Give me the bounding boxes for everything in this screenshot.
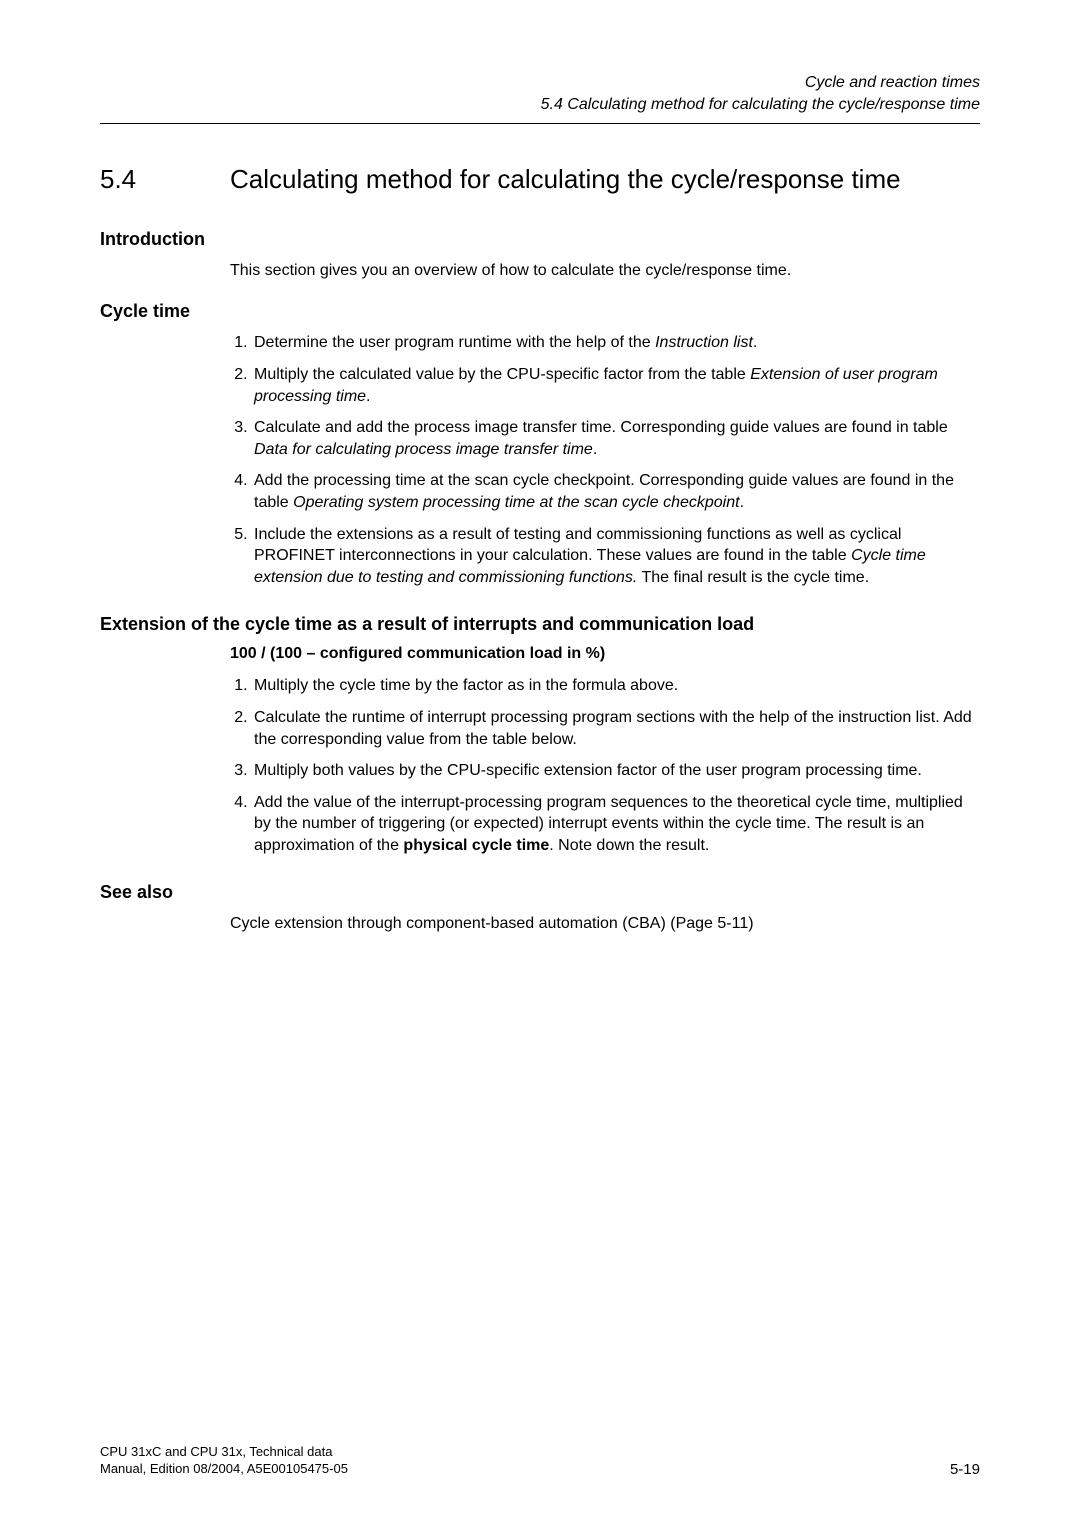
extension-list: Multiply the cycle time by the factor as… [230, 675, 980, 856]
item-text: The final result is the cycle time. [637, 569, 869, 586]
item-text: . [753, 334, 757, 351]
seealso-heading: See also [100, 882, 980, 903]
intro-text: This section gives you an overview of ho… [230, 260, 980, 282]
item-text: Include the extensions as a result of te… [254, 526, 901, 565]
item-text: . [366, 388, 370, 405]
item-text: Determine the user program runtime with … [254, 334, 655, 351]
item-italic: Instruction list [655, 334, 753, 351]
list-item: Include the extensions as a result of te… [252, 524, 980, 589]
item-italic: Operating system processing time at the … [293, 494, 739, 511]
section-title: Calculating method for calculating the c… [230, 164, 901, 195]
footer-page-number: 5-19 [950, 1461, 980, 1478]
item-text: . Note down the result. [549, 837, 709, 854]
item-bold: physical cycle time [403, 837, 549, 854]
list-item: Multiply both values by the CPU-specific… [252, 760, 980, 782]
list-item: Determine the user program runtime with … [252, 332, 980, 354]
list-item: Calculate and add the process image tran… [252, 417, 980, 460]
cycletime-heading: Cycle time [100, 301, 980, 322]
section-number: 5.4 [100, 164, 230, 195]
extension-formula: 100 / (100 – configured communication lo… [230, 645, 980, 663]
extension-heading: Extension of the cycle time as a result … [100, 614, 980, 635]
list-item: Add the processing time at the scan cycl… [252, 470, 980, 513]
list-item: Add the value of the interrupt-processin… [252, 792, 980, 857]
header-rule [100, 123, 980, 124]
list-item: Calculate the runtime of interrupt proce… [252, 707, 980, 750]
header-section-path: 5.4 Calculating method for calculating t… [100, 94, 980, 116]
intro-heading: Introduction [100, 229, 980, 250]
item-text: Multiply the calculated value by the CPU… [254, 366, 750, 383]
item-text: . [740, 494, 744, 511]
footer-left: CPU 31xC and CPU 31x, Technical data Man… [100, 1443, 348, 1478]
item-text: Calculate and add the process image tran… [254, 419, 948, 436]
footer-doc-title: CPU 31xC and CPU 31x, Technical data [100, 1443, 348, 1461]
item-italic: Data for calculating process image trans… [254, 441, 593, 458]
item-text: . [593, 441, 597, 458]
list-item: Multiply the calculated value by the CPU… [252, 364, 980, 407]
cycletime-list: Determine the user program runtime with … [230, 332, 980, 588]
footer-doc-edition: Manual, Edition 08/2004, A5E00105475-05 [100, 1460, 348, 1478]
seealso-text: Cycle extension through component-based … [230, 913, 980, 935]
header-chapter: Cycle and reaction times [100, 72, 980, 94]
list-item: Multiply the cycle time by the factor as… [252, 675, 980, 697]
